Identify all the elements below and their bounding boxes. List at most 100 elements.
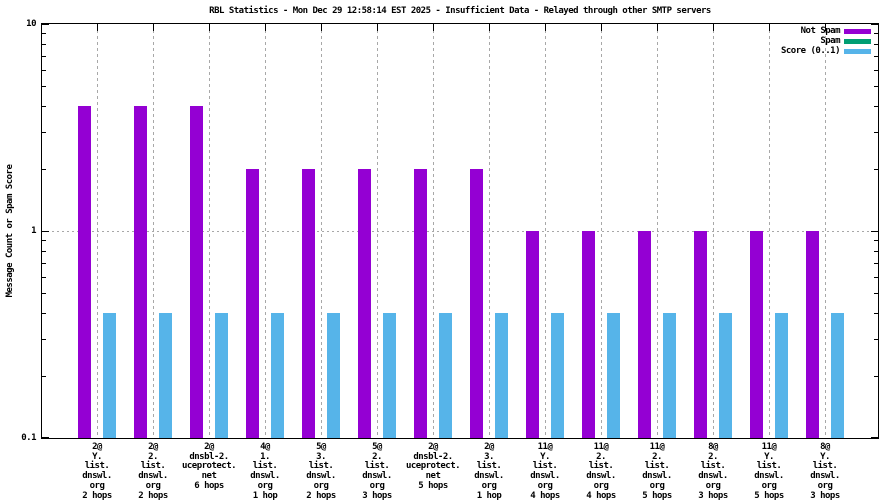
bar-score-0-1 [159, 313, 172, 438]
legend-entry: Score (0..1) [781, 46, 871, 56]
y-minor-tick [42, 86, 46, 87]
y-minor-tick [874, 240, 878, 241]
y-minor-tick [874, 70, 878, 71]
bar-not-spam [190, 106, 203, 438]
y-minor-tick [42, 293, 46, 294]
x-tick-top [153, 24, 154, 31]
x-category-label: 11@ Y. list. dnswl. org 5 hops [754, 442, 784, 501]
bar-not-spam [246, 168, 259, 438]
y-minor-tick [874, 376, 878, 377]
y-minor-tick [42, 277, 46, 278]
x-category-label: 2@ dnsbl-2. uceprotect. net 6 hops [181, 442, 237, 491]
y-major-tick [42, 24, 49, 25]
bar-score-0-1 [607, 313, 620, 438]
y-minor-tick [42, 106, 46, 107]
bar-not-spam [414, 168, 427, 438]
y-minor-tick [874, 277, 878, 278]
y-minor-tick [874, 33, 878, 34]
bar-score-0-1 [663, 313, 676, 438]
y-minor-tick [874, 339, 878, 340]
bar-not-spam [750, 231, 763, 438]
x-tick-top [377, 24, 378, 31]
y-minor-tick [42, 313, 46, 314]
x-category-label: 2@ 2. list. dnswl. org 2 hops [138, 442, 168, 501]
y-minor-tick [42, 132, 46, 133]
legend-entry: Spam [781, 36, 871, 46]
x-tick-top [433, 24, 434, 31]
legend: Not Spam Spam Score (0..1) [781, 26, 871, 56]
y-minor-tick [42, 263, 46, 264]
y-tick-label: 0.1 [21, 433, 36, 443]
x-tick-top [489, 24, 490, 31]
bar-not-spam [78, 106, 91, 438]
x-tick-top [601, 24, 602, 31]
bar-score-0-1 [271, 313, 284, 438]
y-major-tick [871, 24, 878, 25]
bar-score-0-1 [495, 313, 508, 438]
bar-not-spam [134, 106, 147, 438]
y-tick-label: 1 [31, 226, 36, 236]
x-tick-top [825, 24, 826, 31]
gridline-y1 [42, 231, 878, 232]
x-category-label: 2@ 3. list. dnswl. org 1 hop [474, 442, 504, 501]
x-category-label: 11@ Y. list. dnswl. org 4 hops [530, 442, 560, 501]
chart-title: RBL Statistics - Mon Dec 29 12:58:14 EST… [209, 6, 711, 16]
y-minor-tick [42, 56, 46, 57]
legend-entry-label: Spam [820, 36, 840, 46]
bar-score-0-1 [775, 313, 788, 438]
y-minor-tick [874, 44, 878, 45]
x-category-label: 11@ 2. list. dnswl. org 4 hops [586, 442, 616, 501]
bar-score-0-1 [383, 313, 396, 438]
y-minor-tick [874, 263, 878, 264]
x-category-label: 11@ 2. list. dnswl. org 5 hops [642, 442, 672, 501]
y-minor-tick [42, 376, 46, 377]
y-major-tick [871, 231, 878, 232]
y-minor-tick [874, 169, 878, 170]
y-tick-label: 10 [26, 19, 36, 29]
y-minor-tick [42, 33, 46, 34]
bar-score-0-1 [719, 313, 732, 438]
x-category-label: 8@ 2. list. dnswl. org 3 hops [698, 442, 728, 501]
y-minor-tick [874, 293, 878, 294]
y-minor-tick [42, 339, 46, 340]
x-tick-top [209, 24, 210, 31]
y-minor-tick [42, 251, 46, 252]
y-major-tick [42, 231, 49, 232]
legend-swatch [844, 28, 871, 34]
bar-score-0-1 [103, 313, 116, 438]
x-category-label: 8@ Y. list. dnswl. org 3 hops [810, 442, 840, 501]
y-minor-tick [42, 240, 46, 241]
bar-score-0-1 [327, 313, 340, 438]
bar-not-spam [806, 231, 819, 438]
legend-entry-label: Not Spam [800, 26, 841, 36]
legend-swatch [844, 38, 871, 44]
x-category-label: 5@ 3. list. dnswl. org 2 hops [306, 442, 336, 501]
x-tick-top [545, 24, 546, 31]
y-major-tick [42, 437, 49, 438]
x-category-label: 2@ Y. list. dnswl. org 2 hops [82, 442, 112, 501]
bar-score-0-1 [215, 313, 228, 438]
y-minor-tick [874, 313, 878, 314]
y-minor-tick [874, 106, 878, 107]
bar-not-spam [302, 168, 315, 438]
x-category-label: 4@ 1. list. dnswl. org 1 hop [250, 442, 280, 501]
bar-not-spam [638, 231, 651, 438]
y-minor-tick [42, 70, 46, 71]
x-category-label: 5@ 2. list. dnswl. org 3 hops [362, 442, 392, 501]
bar-score-0-1 [551, 313, 564, 438]
x-tick-top [657, 24, 658, 31]
x-tick-top [97, 24, 98, 31]
bar-score-0-1 [831, 313, 844, 438]
x-tick-top [321, 24, 322, 31]
bar-not-spam [470, 168, 483, 438]
bar-not-spam [694, 231, 707, 438]
x-category-label: 2@ dnsbl-2. uceprotect. net 5 hops [405, 442, 461, 491]
y-minor-tick [42, 44, 46, 45]
y-minor-tick [874, 56, 878, 57]
y-minor-tick [874, 132, 878, 133]
y-minor-tick [874, 86, 878, 87]
x-tick-top [769, 24, 770, 31]
legend-entry: Not Spam [781, 26, 871, 36]
plot-area [41, 23, 879, 439]
